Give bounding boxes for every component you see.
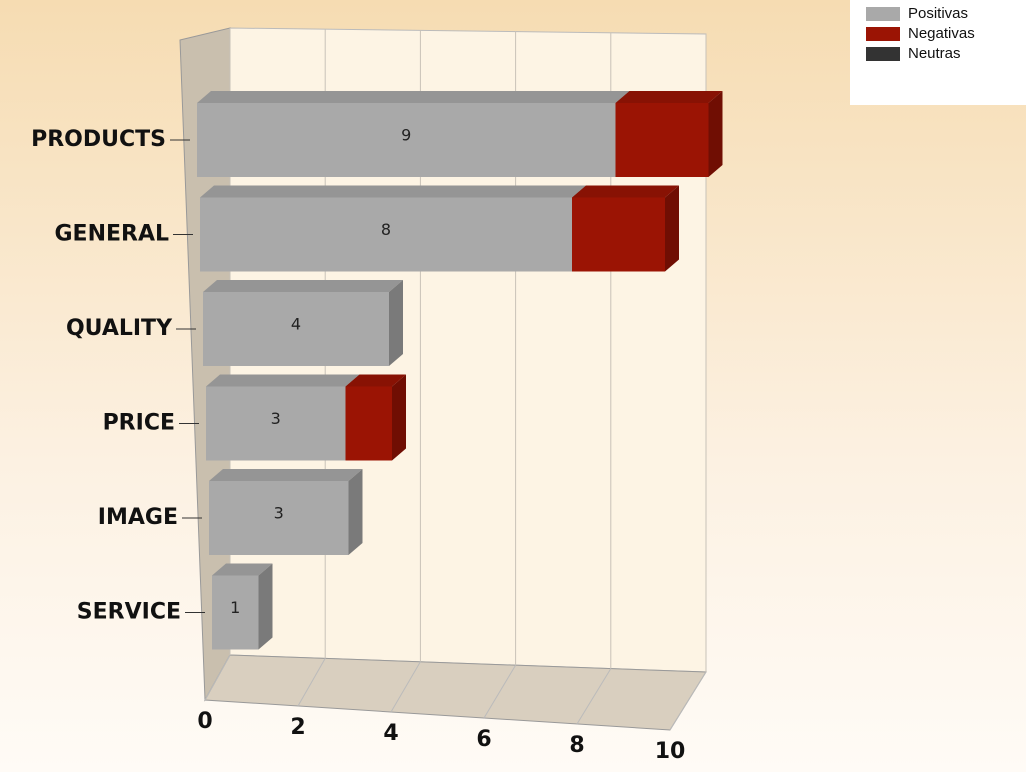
legend-swatch [866,47,900,61]
legend-label: Positivas [908,5,968,22]
x-tick-label: 6 [476,727,491,752]
legend-swatch [866,7,900,21]
x-tick-label: 4 [383,721,398,746]
data-label: 4 [291,315,301,334]
grid-line [669,671,707,731]
bar [203,292,389,366]
y-tick-label: IMAGE [98,505,178,530]
bar [345,386,392,461]
grid-line [204,654,231,701]
grid-line [576,668,612,725]
data-label: 8 [381,220,391,239]
y-tick-label: GENERAL [54,222,169,247]
bar-side [389,280,403,366]
bar-top [206,374,360,387]
bar-top [209,469,363,481]
bar-top [615,91,723,103]
x-tick-label: 10 [655,739,686,764]
data-label: 9 [401,126,411,145]
bar-side [708,91,723,177]
x-tick-label: 2 [290,715,305,740]
legend-swatch [866,27,900,41]
bar-top [203,280,403,292]
bar [200,197,572,272]
bar [197,103,616,177]
bar-side [348,469,363,555]
bar-side [392,374,406,461]
legend-label: Neutras [908,45,961,62]
data-label: 3 [274,504,284,523]
legend-label: Negativas [908,25,975,42]
bar [615,103,709,177]
grid-line [483,664,517,719]
y-tick-label: PRICE [103,411,175,436]
bar [209,481,349,555]
bar [572,197,665,272]
x-tick-label: 0 [197,709,212,734]
bar-top [345,374,406,387]
data-label: 3 [271,409,281,428]
bar-top [572,185,679,198]
bar-side [258,563,273,650]
x-tick-label: 8 [569,733,584,758]
y-tick-label: QUALITY [66,316,173,341]
data-label: 1 [230,598,240,617]
bar-top [212,563,273,576]
bar-side [665,185,679,272]
bar [206,386,346,461]
y-tick-label: SERVICE [77,600,181,625]
bar-top [197,91,630,103]
grid-line [390,661,421,713]
y-tick-label: PRODUCTS [31,127,166,152]
bar-top [200,185,586,198]
bar [212,575,259,650]
grid-line [297,658,326,707]
